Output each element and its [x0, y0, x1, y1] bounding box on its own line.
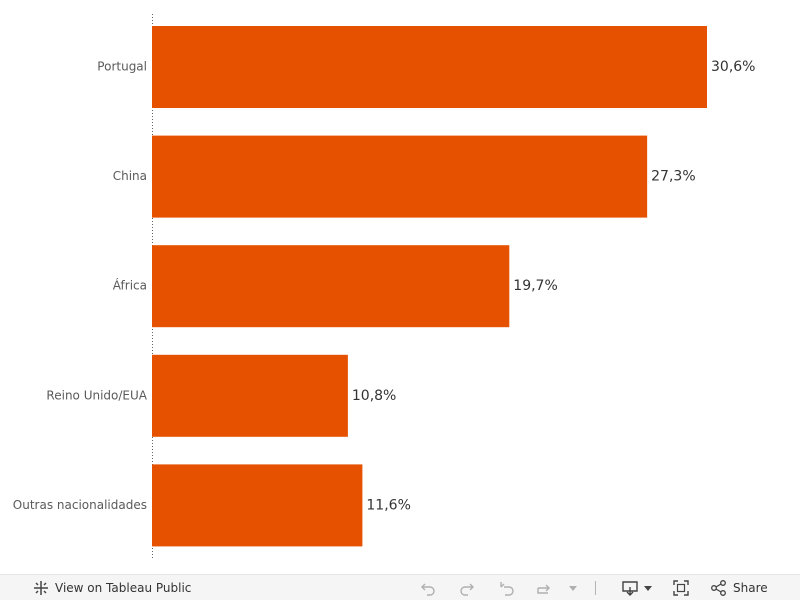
- category-label: China: [113, 169, 147, 183]
- value-label: 27,3%: [651, 169, 695, 185]
- bar[interactable]: [152, 135, 648, 218]
- toolbar-separator: [595, 581, 596, 595]
- share-icon: [710, 579, 728, 597]
- fullscreen-icon: [672, 579, 690, 597]
- undo-icon: [419, 579, 437, 597]
- value-label: 19,7%: [513, 278, 557, 294]
- fullscreen-button[interactable]: [672, 575, 690, 601]
- bar[interactable]: [152, 354, 348, 437]
- bar-chart: Portugal 30,6% China 27,3% África 19,7% Reino …: [13, 14, 755, 560]
- bar[interactable]: [152, 26, 707, 108]
- download-dropdown-icon: [639, 579, 652, 597]
- view-on-tableau-button[interactable]: View on Tableau Public: [32, 575, 191, 601]
- bars-layer: Portugal 30,6% China 27,3% África 19,7% Reino …: [13, 26, 755, 547]
- download-button[interactable]: [621, 575, 652, 601]
- undo-button[interactable]: [419, 575, 437, 601]
- pause-dropdown-button[interactable]: [564, 575, 577, 601]
- refresh-icon: [535, 579, 553, 597]
- value-label: 11,6%: [366, 497, 410, 513]
- category-label: África: [113, 278, 147, 293]
- category-label: Portugal: [97, 60, 147, 74]
- category-label: Outras nacionalidades: [13, 498, 147, 512]
- view-on-tableau-label: View on Tableau Public: [55, 581, 192, 595]
- bar[interactable]: [152, 245, 510, 328]
- category-label: Reino Unido/EUA: [46, 388, 147, 402]
- tableau-toolbar: View on Tableau Public: [0, 574, 800, 600]
- redo-button[interactable]: [458, 575, 476, 601]
- chart-area: Portugal 30,6% China 27,3% África 19,7% Reino …: [13, 14, 755, 560]
- tableau-logo-icon: [32, 579, 50, 597]
- download-icon: [621, 579, 639, 597]
- share-label: Share: [733, 581, 768, 595]
- value-label: 30,6%: [711, 59, 755, 75]
- value-label: 10,8%: [352, 388, 396, 404]
- refresh-button[interactable]: [535, 575, 553, 601]
- share-button[interactable]: Share: [710, 575, 768, 601]
- bar[interactable]: [152, 464, 363, 547]
- redo-icon: [458, 579, 476, 597]
- revert-icon: [498, 579, 516, 597]
- pause-dropdown-icon: [564, 579, 577, 597]
- revert-button[interactable]: [498, 575, 516, 601]
